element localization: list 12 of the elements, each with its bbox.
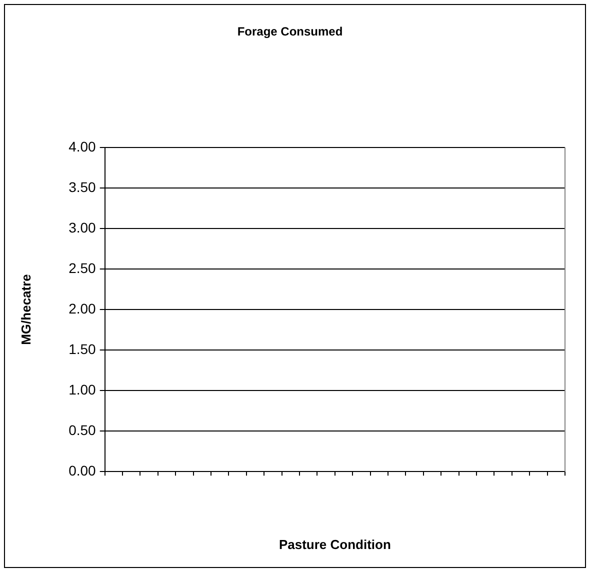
y-tick-label: 0.00 xyxy=(68,462,96,478)
chart-title: Forage Consumed xyxy=(237,24,343,39)
x-axis-title: Pasture Condition xyxy=(278,536,391,552)
y-tick-label: 0.50 xyxy=(68,422,96,438)
y-tick-label: 3.50 xyxy=(68,178,96,195)
y-tick-label: 4.00 xyxy=(68,138,96,154)
y-tick-label: 2.00 xyxy=(68,300,96,316)
y-tick-label: 3.00 xyxy=(68,219,96,236)
y-tick-label: 2.50 xyxy=(68,260,96,276)
y-tick-label: 1.00 xyxy=(68,381,96,398)
y-axis-title: MG/hecatre xyxy=(18,274,34,345)
y-tick-label: 1.50 xyxy=(68,340,96,357)
